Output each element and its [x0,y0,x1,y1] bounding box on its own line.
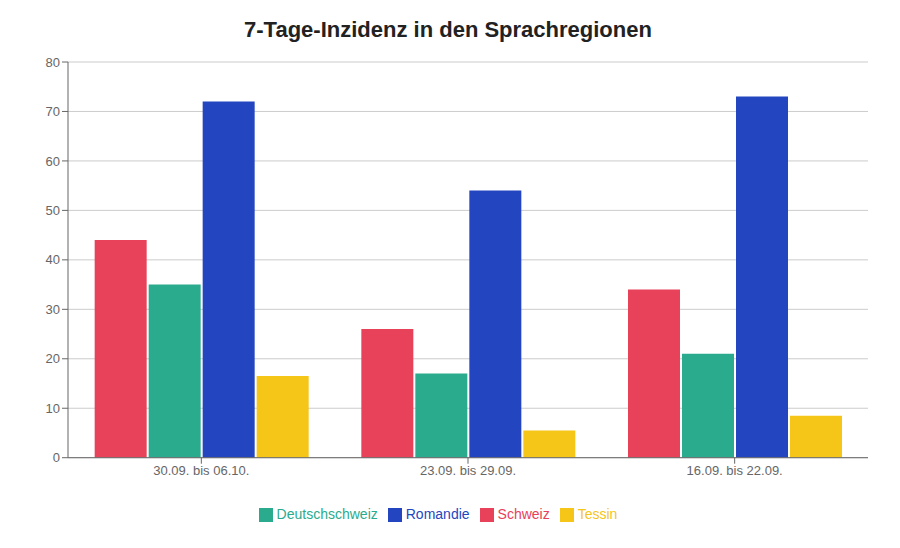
svg-text:20: 20 [46,351,60,366]
svg-text:23.09. bis 29.09.: 23.09. bis 29.09. [420,463,516,478]
svg-text:40: 40 [46,252,60,267]
svg-text:70: 70 [46,104,60,119]
svg-text:60: 60 [46,154,60,169]
svg-text:16.09. bis 22.09.: 16.09. bis 22.09. [687,463,783,478]
html-text:Schweiz: Schweiz [497,505,550,522]
html-text:Deutschschweiz: Deutschschweiz [276,505,378,522]
svg-text:50: 50 [46,203,60,218]
svg-text:30.09. bis 06.10.: 30.09. bis 06.10. [153,463,249,478]
html-text:7-Tage-Inzidenz in den Sprachr: 7-Tage-Inzidenz in den Sprachregionen [244,17,652,42]
svg-text:10: 10 [46,401,60,416]
svg-text:80: 80 [46,55,60,70]
svg-text:0: 0 [53,450,60,465]
html-text:Romandie: Romandie [405,505,470,522]
html-text:Tessin: Tessin [577,505,618,522]
svg-text:30: 30 [46,302,60,317]
